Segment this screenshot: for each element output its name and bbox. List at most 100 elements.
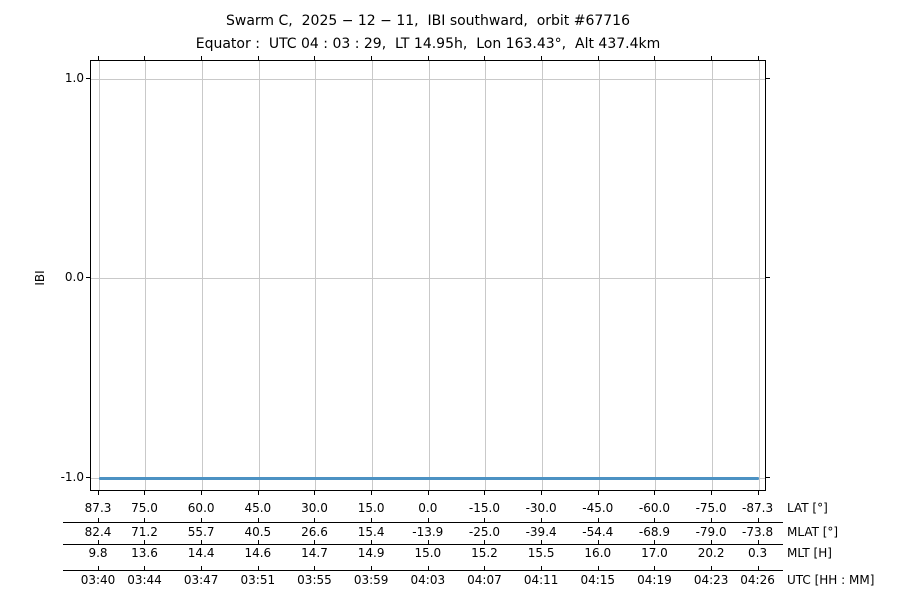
x-tick-label-mlt: 9.8 [88,546,108,560]
row-tick-utc [371,566,373,570]
x-tick-top [597,56,599,60]
x-tick-top [427,56,429,60]
x-tick-label-lat: -45.0 [582,501,614,515]
grid-line-vertical [428,61,430,490]
x-tick-bottom [484,491,486,495]
row-tick-mlat [144,518,146,522]
row-tick-utc [541,566,543,570]
ibi-data-line [99,476,759,480]
row-tick-utc [144,566,146,570]
x-tick-label-utc: 03:51 [240,573,276,587]
y-tick-right [766,77,770,79]
grid-line-vertical [598,61,600,490]
x-tick-label-mlt: 14.7 [301,546,328,560]
x-tick-label-lat: 30.0 [301,501,328,515]
row-tick-mlat [597,518,599,522]
plot-area [90,60,766,491]
x-tick-bottom [98,491,100,495]
row-tick-mlt [427,539,429,544]
axis-row-label-lat: LAT [°] [787,501,828,515]
row-tick-mlat [484,518,486,522]
row-tick-mlat [98,518,100,522]
x-tick-label-utc: 04:15 [580,573,616,587]
x-tick-label-lat: 60.0 [187,501,215,515]
x-tick-label-mlat: -25.0 [468,525,500,539]
grid-line-vertical [145,61,147,490]
grid-line-vertical [258,61,260,490]
y-tick-left [86,477,90,479]
x-tick-label-mlt: 15.0 [414,546,442,560]
x-tick-bottom [427,491,429,495]
x-tick-bottom [711,491,713,495]
x-tick-label-mlt: 0.3 [748,546,768,560]
x-tick-label-utc: 03:59 [353,573,389,587]
grid-line-vertical [542,61,544,490]
x-tick-label-utc: 04:19 [637,573,672,587]
row-tick-utc [314,566,316,570]
x-tick-top [711,56,713,60]
x-tick-label-mlt: 13.6 [131,546,158,560]
x-tick-label-mlat: 71.2 [131,525,158,539]
x-tick-label-lat: -15.0 [468,501,500,515]
x-tick-top [144,56,146,60]
row-spine-mlt [63,543,783,545]
row-tick-mlat [711,518,713,522]
row-tick-mlt [711,539,713,544]
x-tick-label-lat: -30.0 [525,501,557,515]
x-tick-label-mlat: 55.7 [187,525,215,539]
x-tick-top [541,56,543,60]
grid-line-horizontal [91,78,765,80]
x-tick-label-utc: 04:11 [523,573,559,587]
row-tick-mlat [654,518,656,522]
axis-row-label-utc: UTC [HH : MM] [787,573,875,587]
axis-row-label-mlt: MLT [H] [787,546,832,560]
x-tick-label-lat: -87.3 [742,501,774,515]
row-tick-utc [654,566,656,570]
grid-line-vertical [99,61,101,490]
x-tick-bottom [597,491,599,495]
x-tick-label-mlt: 15.5 [527,546,555,560]
row-tick-mlt [314,539,316,544]
row-tick-mlt [597,539,599,544]
y-tick-left [86,277,90,279]
row-tick-utc [257,566,259,570]
x-tick-label-lat: -60.0 [638,501,670,515]
y-tick-right [766,277,770,279]
x-tick-label-mlt: 20.2 [697,546,725,560]
row-tick-utc [427,566,429,570]
x-tick-label-lat: 0.0 [418,501,438,515]
x-tick-top [371,56,373,60]
row-tick-mlat [257,518,259,522]
y-tick-label: 1.0 [64,70,84,85]
row-tick-utc [711,566,713,570]
x-tick-label-lat: 15.0 [357,501,385,515]
grid-line-horizontal [91,278,765,280]
x-tick-label-mlat: 15.4 [357,525,385,539]
grid-line-vertical [758,61,760,490]
row-tick-mlt [201,539,203,544]
x-tick-bottom [144,491,146,495]
x-tick-bottom [314,491,316,495]
x-tick-label-mlat: -54.4 [582,525,614,539]
row-tick-mlat [427,518,429,522]
row-tick-mlt [257,539,259,544]
x-tick-label-mlat: 82.4 [84,525,112,539]
x-tick-label-utc: 03:44 [127,573,162,587]
row-tick-mlt [371,539,373,544]
x-tick-bottom [757,491,759,495]
x-tick-label-utc: 03:40 [80,573,116,587]
grid-line-vertical [372,61,374,490]
x-tick-bottom [654,491,656,495]
x-tick-label-mlt: 14.6 [244,546,272,560]
x-tick-top [314,56,316,60]
y-tick-label: -1.0 [60,470,84,485]
row-tick-mlat [757,518,759,522]
row-tick-mlt [484,539,486,544]
figure-title: Swarm C, 2025 − 12 − 11, IBI southward, … [226,13,630,29]
row-tick-mlt [541,539,543,544]
x-tick-label-utc: 03:47 [183,573,219,587]
grid-line-vertical [202,61,204,490]
x-tick-bottom [257,491,259,495]
x-tick-label-mlat: 26.6 [301,525,328,539]
